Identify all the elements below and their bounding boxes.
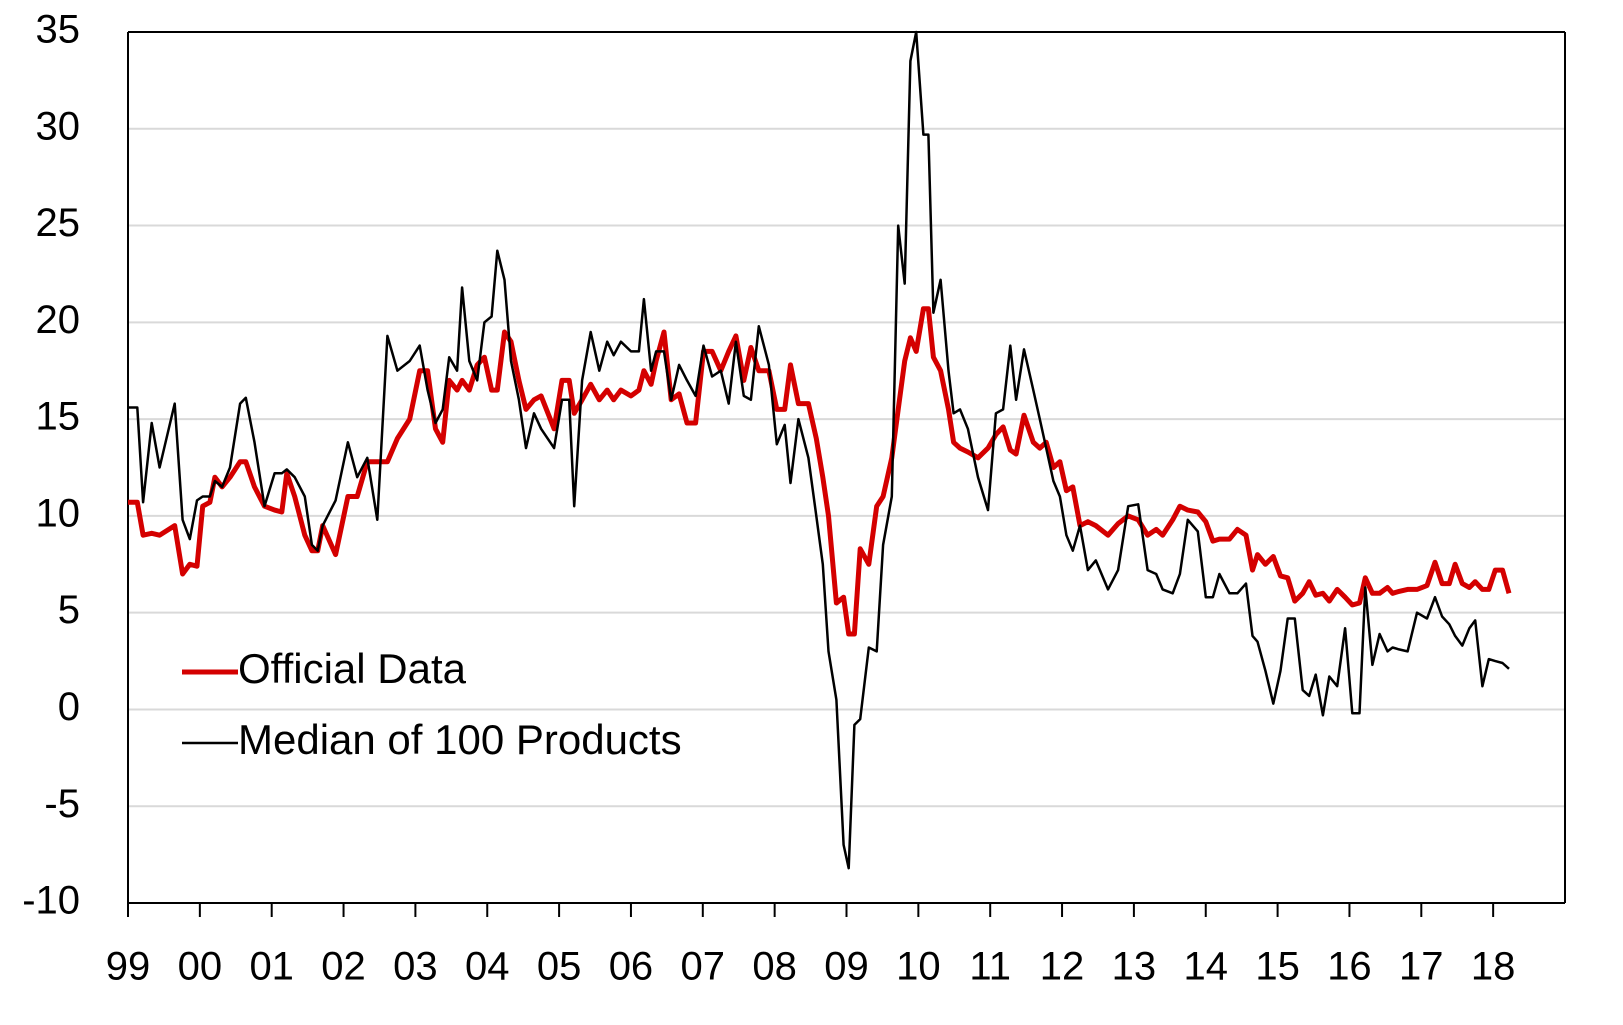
x-tick-label: 12 [1040,945,1085,989]
x-tick-label: 02 [321,945,366,989]
y-tick-label: 0 [58,685,80,729]
x-tick-label: 08 [752,945,797,989]
series-line [128,306,1512,637]
x-tick-label: 06 [609,945,654,989]
x-tick-label: 14 [1184,945,1229,989]
y-tick-label: 30 [36,104,81,148]
y-tick-label: -10 [22,879,80,923]
x-tick-label: 09 [824,945,869,989]
series-line [128,30,1510,870]
x-tick-label: 18 [1471,945,1516,989]
x-tick-label: 00 [178,945,223,989]
legend-label: Median of 100 Products [238,716,682,763]
y-tick-label: 20 [36,298,81,342]
y-tick-label: 5 [58,588,80,632]
y-tick-label: 15 [36,395,81,439]
x-tick-label: 03 [393,945,438,989]
x-tick-label: 11 [969,945,1011,989]
x-tick-label: 04 [465,945,510,989]
x-tick-label: 07 [681,945,726,989]
x-tick-label: 99 [106,945,151,989]
y-tick-label: 35 [36,8,81,52]
y-tick-label: 25 [36,201,81,245]
x-tick-label: 01 [249,945,294,989]
y-tick-label: -5 [44,782,80,826]
y-tick-label: 10 [36,491,81,535]
x-tick-label: 05 [537,945,582,989]
x-tick-label: 17 [1399,945,1444,989]
x-tick-label: 10 [896,945,941,989]
x-tick-label: 16 [1327,945,1372,989]
x-tick-label: 15 [1255,945,1300,989]
x-tick-label: 13 [1112,945,1157,989]
legend-label: Official Data [238,645,467,692]
